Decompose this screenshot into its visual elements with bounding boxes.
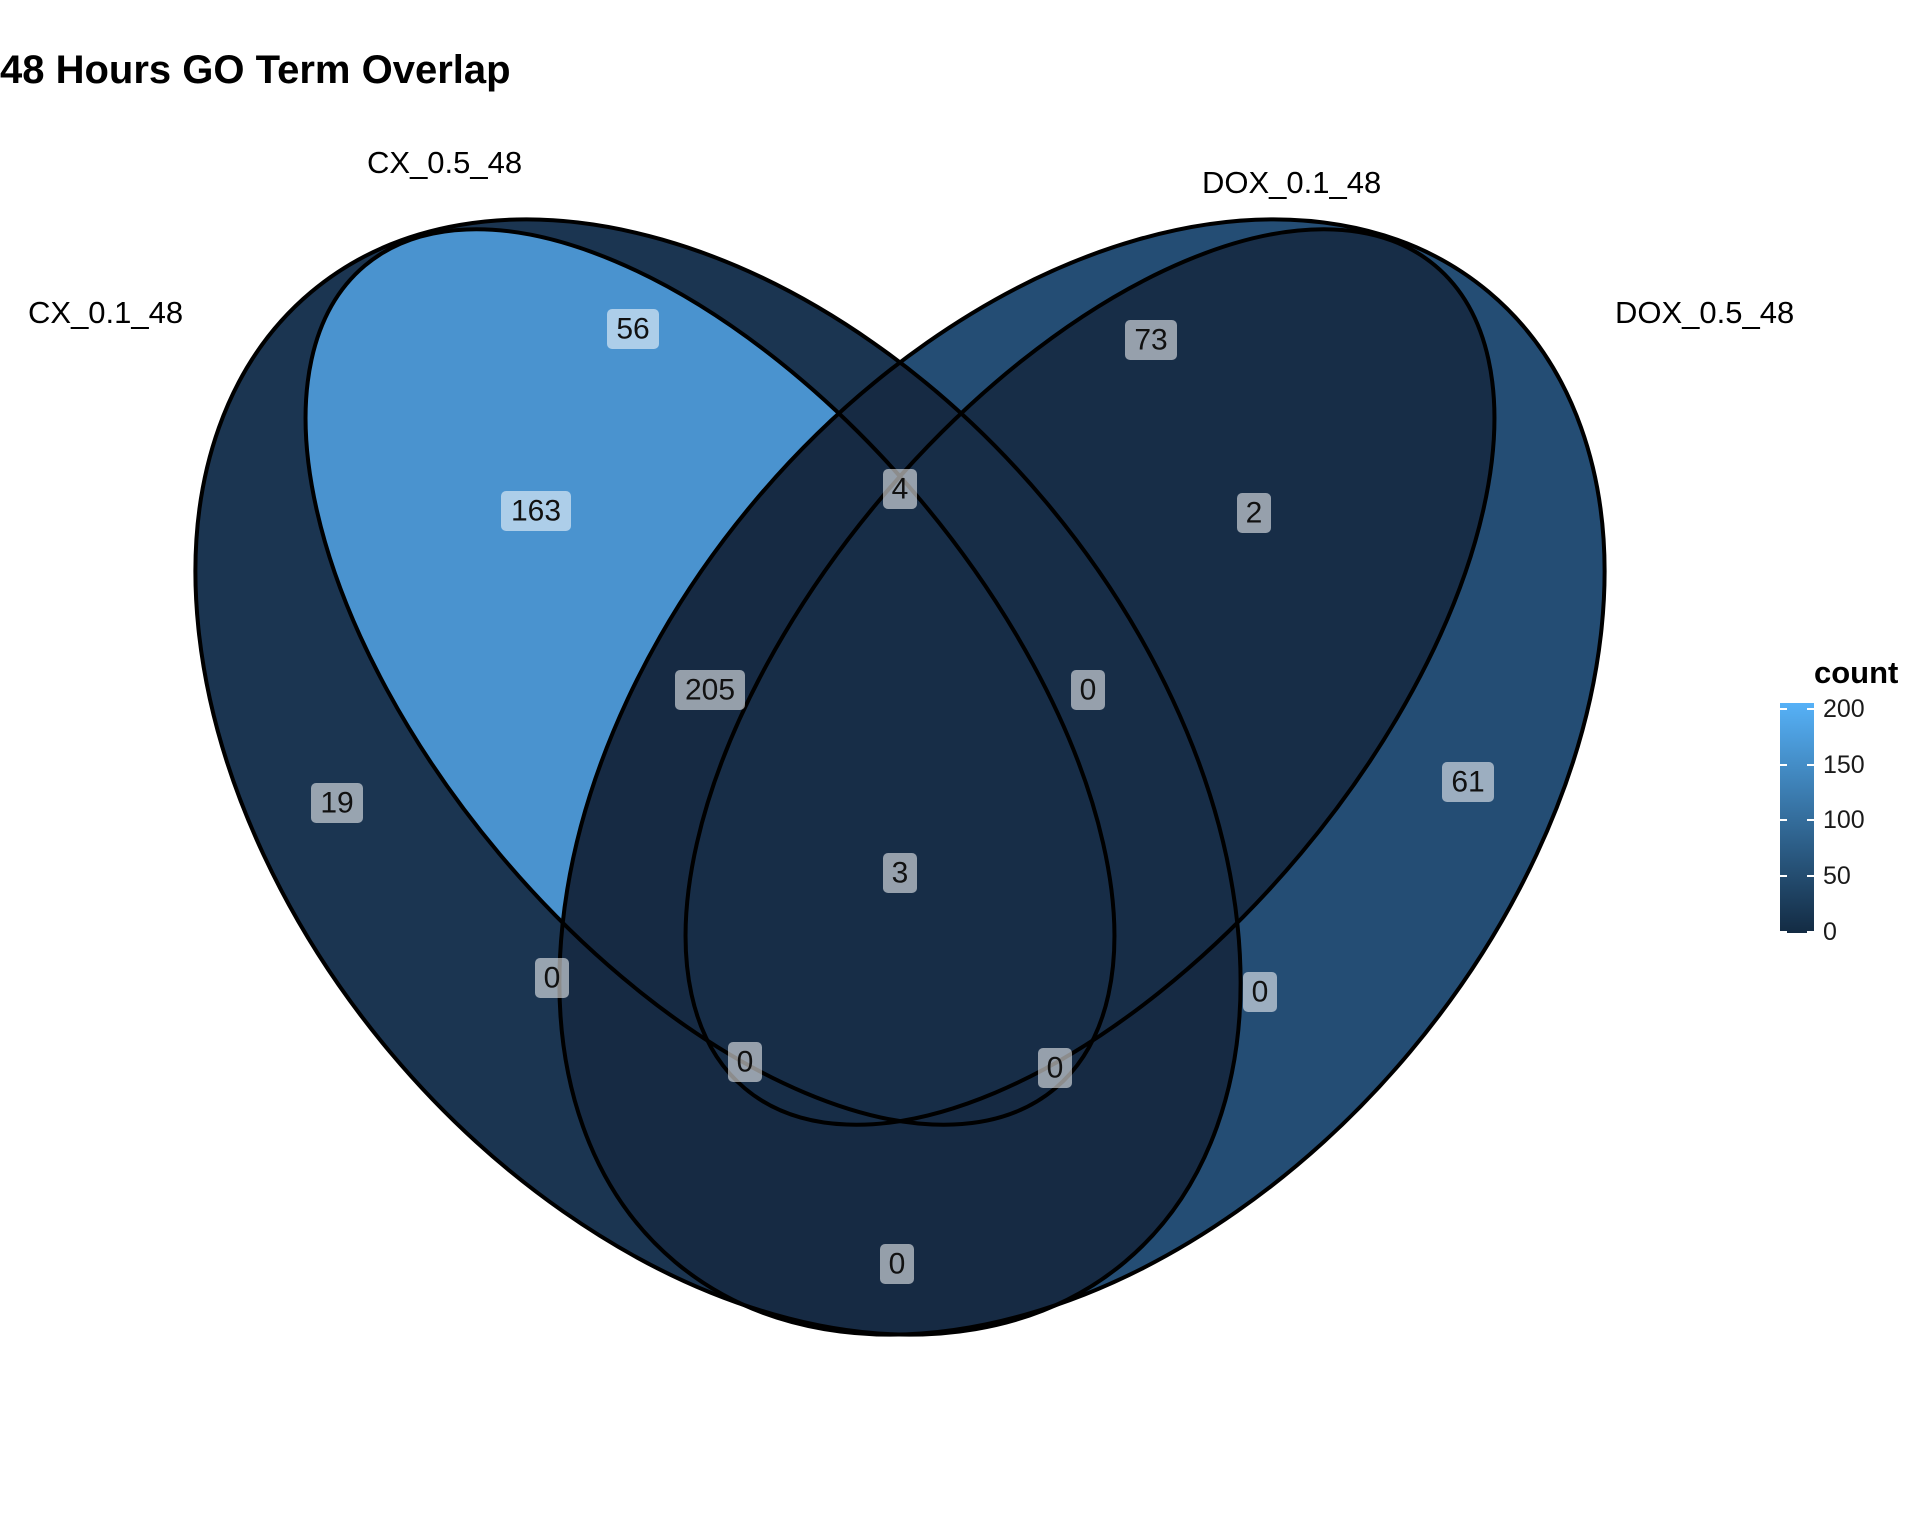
svg-text:3: 3 <box>892 857 909 890</box>
set-label-cx05: CX_0.5_48 <box>367 145 523 180</box>
set-label-dox05: DOX_0.5_48 <box>1615 295 1795 330</box>
venn-region-fills <box>195 219 1605 1335</box>
legend-tick-marks <box>1780 708 1814 933</box>
svg-text:4: 4 <box>892 473 909 506</box>
region-count-label: 4 <box>883 469 917 509</box>
region-count-label: 0 <box>728 1042 762 1082</box>
legend-tick-label: 200 <box>1823 695 1865 723</box>
region-count-label: 61 <box>1442 762 1494 802</box>
svg-text:0: 0 <box>544 962 561 995</box>
svg-text:0: 0 <box>737 1046 754 1079</box>
region-count-label: 0 <box>1038 1048 1072 1088</box>
svg-text:0: 0 <box>889 1248 906 1281</box>
region-count-label: 0 <box>880 1244 914 1284</box>
region-count-label: 2 <box>1237 493 1271 533</box>
svg-text:205: 205 <box>685 674 735 707</box>
legend-tick-label: 100 <box>1823 806 1865 834</box>
svg-text:73: 73 <box>1134 324 1167 357</box>
svg-text:2: 2 <box>1246 497 1263 530</box>
svg-text:56: 56 <box>616 313 649 346</box>
set-label-dox01: DOX_0.1_48 <box>1202 165 1382 200</box>
region-count-label: 19 <box>311 783 363 823</box>
svg-text:0: 0 <box>1252 976 1269 1009</box>
set-label-cx01: CX_0.1_48 <box>28 295 184 330</box>
set-outline-cx05 <box>303 227 1117 1127</box>
region-count-label: 0 <box>535 958 569 998</box>
region-count-label: 163 <box>501 491 571 531</box>
region-count-label: 0 <box>1071 670 1105 710</box>
legend-title: count <box>1814 655 1899 690</box>
legend-colorbar <box>1780 703 1814 933</box>
legend-tick-label: 50 <box>1823 862 1851 890</box>
region-count-label: 0 <box>1243 972 1277 1012</box>
svg-text:61: 61 <box>1451 766 1484 799</box>
region-count-label: 73 <box>1125 320 1177 360</box>
svg-text:0: 0 <box>1080 674 1097 707</box>
svg-text:0: 0 <box>1047 1052 1064 1085</box>
svg-text:163: 163 <box>511 495 561 528</box>
legend-tick-label: 150 <box>1823 751 1865 779</box>
svg-text:19: 19 <box>320 787 353 820</box>
region-count-label: 205 <box>675 670 745 710</box>
set-outline-cx01 <box>193 217 1243 1337</box>
region-count-label: 56 <box>607 309 659 349</box>
set-outline-dox01 <box>683 227 1497 1127</box>
set-outline-dox05 <box>557 217 1607 1337</box>
region-count-label: 3 <box>883 853 917 893</box>
venn-outlines <box>193 217 1607 1337</box>
chart-title: 48 Hours GO Term Overlap <box>0 48 511 92</box>
legend-tick-label: 0 <box>1823 918 1837 946</box>
region-count-labels: 19 56 73 61 163 4 2 205 0 0 3 0 0 0 0 <box>311 309 1494 1284</box>
